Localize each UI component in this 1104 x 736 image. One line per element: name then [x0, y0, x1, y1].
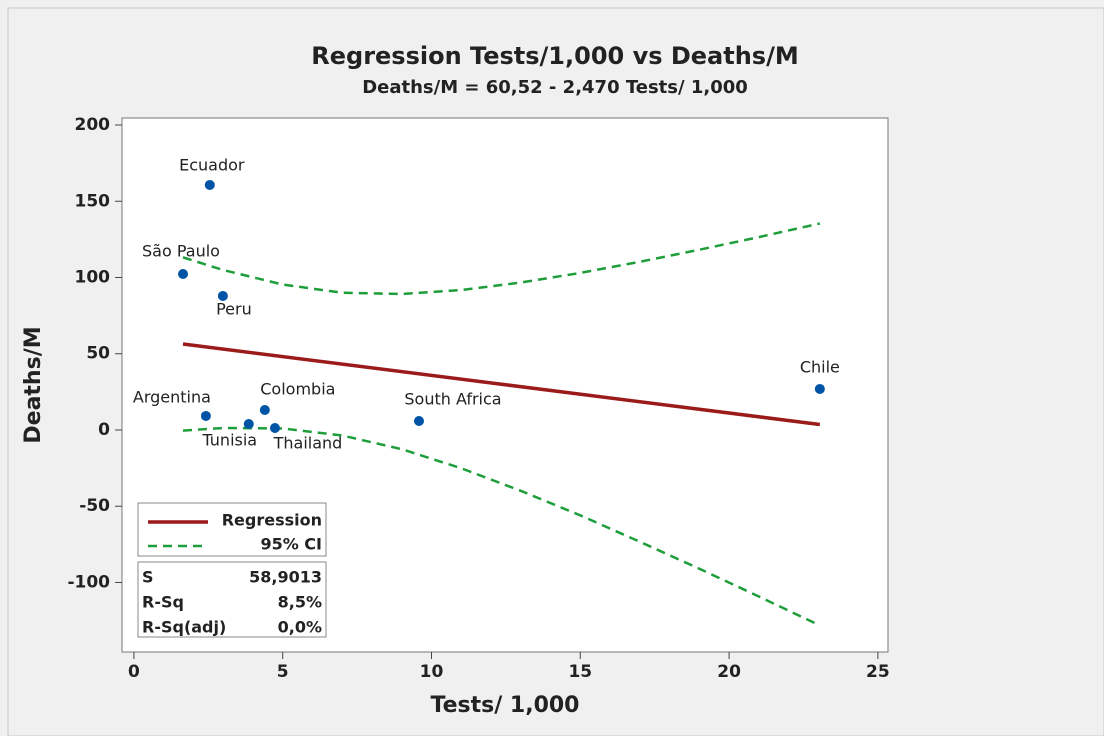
stat-label: R-Sq: [142, 593, 184, 612]
legend-label: Regression: [222, 511, 322, 530]
y-tick-label: 200: [75, 115, 111, 135]
point-label: South Africa: [404, 389, 501, 408]
point-label: Thailand: [273, 434, 343, 453]
y-axis-label: Deaths/M: [21, 326, 46, 443]
stats-table: S 58,9013 R-Sq 8,5% R-Sq(adj) 0,0%: [142, 568, 322, 637]
point-label: Colombia: [260, 380, 335, 399]
x-tick-label: 15: [568, 662, 592, 682]
y-tick-label: -100: [67, 572, 110, 592]
data-point: [178, 268, 189, 279]
data-point: [269, 423, 280, 434]
x-tick-label: 10: [420, 662, 444, 682]
y-tick-label: 0: [98, 420, 110, 440]
point-label: Peru: [216, 299, 252, 318]
stat-value: 0,0%: [278, 618, 322, 637]
point-label: São Paulo: [142, 241, 220, 260]
x-tick-label: 0: [128, 662, 140, 682]
regression-line: [182, 342, 821, 427]
stats-box: [137, 561, 327, 638]
x-tick-label: 25: [866, 662, 890, 682]
data-point: [814, 383, 825, 394]
point-label: Ecuador: [179, 155, 245, 174]
x-tick-label: 5: [277, 662, 289, 682]
y-tick-label: 100: [75, 267, 111, 287]
data-point: [259, 405, 270, 416]
data-point: [204, 179, 215, 190]
data-point: [200, 410, 211, 421]
y-tick-label: 50: [86, 344, 110, 364]
chart-subtitle: Deaths/M = 60,52 - 2,470 Tests/ 1,000: [362, 77, 748, 98]
x-tick-label: 20: [717, 662, 741, 682]
stat-value: 58,9013: [249, 568, 322, 587]
point-label: Tunisia: [201, 431, 257, 450]
stat-value: 8,5%: [278, 593, 322, 612]
data-point: [243, 419, 254, 430]
y-tick-label: 150: [75, 191, 111, 211]
point-label: Chile: [800, 357, 840, 376]
data-point: [413, 415, 424, 426]
stat-label: S: [142, 568, 154, 587]
y-tick-label: -50: [79, 496, 110, 516]
ci-upper: [182, 222, 821, 296]
ci-lower: [182, 426, 821, 627]
legend-label: 95% CI: [260, 535, 322, 554]
point-label: Argentina: [133, 387, 211, 406]
x-axis-label: Tests/ 1,000: [431, 693, 580, 718]
data-point: [217, 290, 228, 301]
chart-title: Regression Tests/1,000 vs Deaths/M: [311, 42, 799, 70]
stat-label: R-Sq(adj): [142, 618, 226, 637]
